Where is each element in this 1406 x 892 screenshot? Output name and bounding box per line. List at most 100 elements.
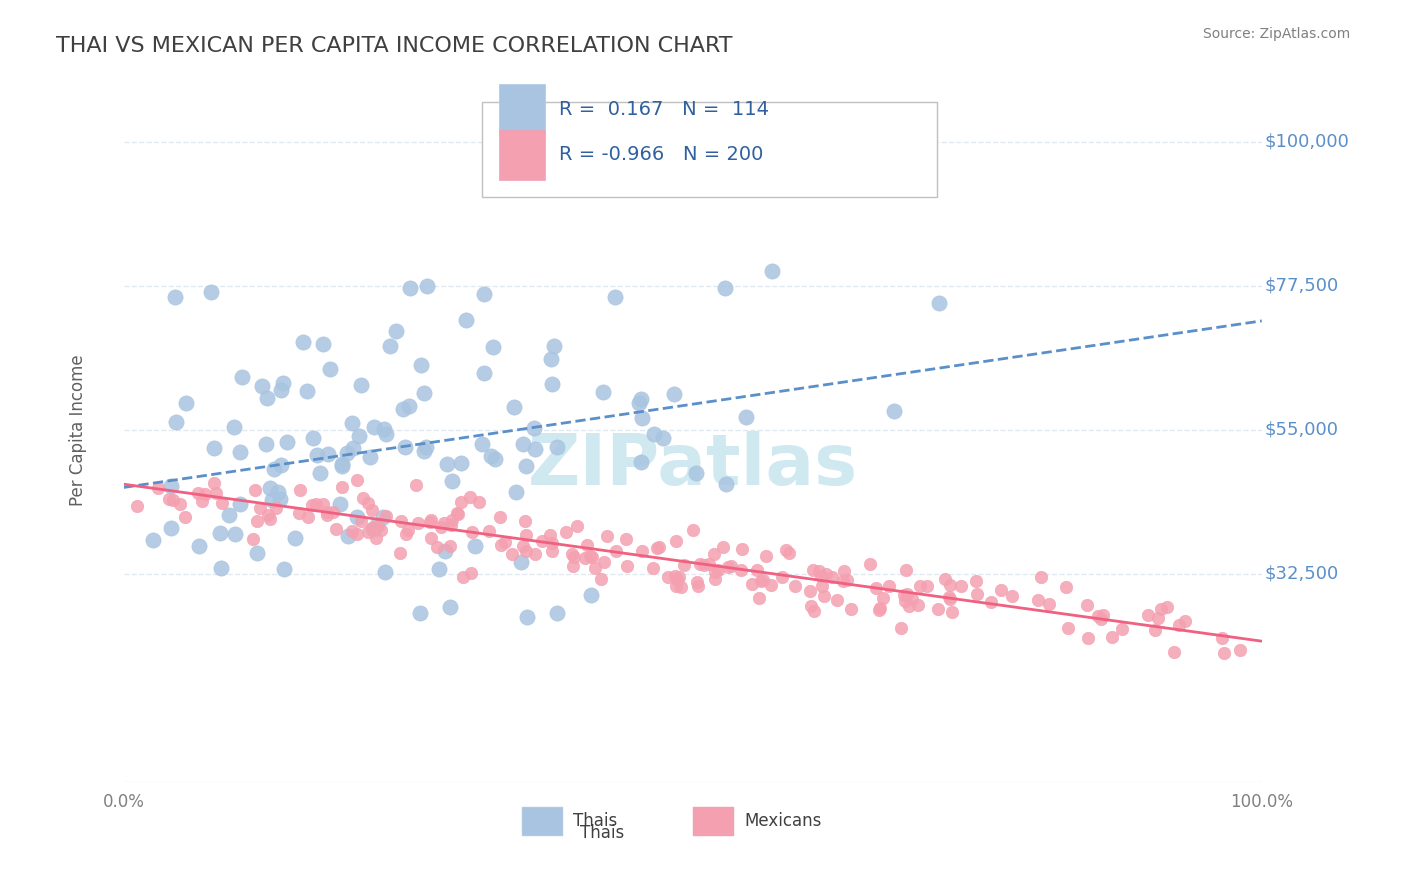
Mexicans: [395, 527, 418, 541]
Mexicans: [669, 580, 692, 594]
Mexicans: [1163, 645, 1185, 659]
Mexicans: [614, 533, 637, 547]
Thais: [413, 386, 436, 401]
Text: Mexicans: Mexicans: [744, 812, 821, 830]
Mexicans: [1229, 643, 1251, 657]
Thais: [503, 400, 526, 414]
Mexicans: [574, 551, 596, 566]
Mexicans: [859, 557, 882, 571]
Mexicans: [406, 516, 429, 531]
Mexicans: [730, 563, 752, 577]
Thais: [515, 458, 537, 473]
Mexicans: [301, 498, 323, 512]
Mexicans: [451, 570, 474, 584]
Thais: [408, 606, 430, 620]
Thais: [714, 281, 737, 295]
Mexicans: [938, 591, 960, 605]
Mexicans: [353, 491, 375, 505]
Mexicans: [194, 487, 217, 501]
Thais: [524, 442, 547, 456]
Mexicans: [898, 599, 921, 614]
Mexicans: [641, 561, 664, 575]
Mexicans: [461, 525, 484, 540]
Mexicans: [419, 515, 441, 529]
Mexicans: [585, 561, 607, 575]
Mexicans: [664, 569, 686, 583]
Thais: [373, 422, 395, 436]
Mexicans: [605, 544, 627, 558]
Mexicans: [460, 566, 482, 580]
Mexicans: [941, 605, 963, 619]
Mexicans: [562, 549, 585, 564]
Text: R =  0.167   N =  114: R = 0.167 N = 114: [558, 100, 769, 119]
Thais: [254, 437, 277, 451]
Mexicans: [288, 506, 311, 520]
Mexicans: [703, 548, 725, 562]
Mexicans: [169, 497, 191, 511]
Mexicans: [541, 543, 564, 558]
Mexicans: [1090, 613, 1112, 627]
Thais: [342, 441, 364, 455]
Mexicans: [1026, 593, 1049, 607]
Mexicans: [682, 523, 704, 537]
Mexicans: [565, 518, 588, 533]
Thais: [415, 441, 437, 455]
Mexicans: [562, 558, 585, 573]
Mexicans: [835, 573, 858, 587]
FancyBboxPatch shape: [499, 85, 546, 134]
Mexicans: [246, 514, 269, 528]
Mexicans: [581, 549, 603, 564]
Mexicans: [939, 578, 962, 592]
Thais: [374, 565, 396, 579]
Thais: [413, 444, 436, 458]
Thais: [200, 285, 222, 300]
Thais: [165, 290, 187, 304]
Mexicans: [1057, 622, 1080, 636]
Thais: [398, 399, 420, 413]
Thais: [292, 334, 315, 349]
Mexicans: [330, 480, 353, 494]
Mexicans: [162, 493, 184, 508]
Thais: [540, 352, 562, 367]
Text: Source: ZipAtlas.com: Source: ZipAtlas.com: [1202, 27, 1350, 41]
Mexicans: [869, 600, 891, 615]
Mexicans: [689, 557, 711, 571]
Text: $55,000: $55,000: [1264, 421, 1339, 439]
Thais: [928, 295, 950, 310]
Thais: [305, 448, 328, 462]
Mexicans: [204, 486, 226, 500]
Mexicans: [631, 544, 654, 558]
Mexicans: [1076, 598, 1098, 612]
Mexicans: [1136, 607, 1159, 622]
Thais: [883, 404, 905, 418]
Mexicans: [901, 591, 924, 606]
Thais: [714, 476, 737, 491]
Mexicans: [801, 563, 824, 577]
Thais: [270, 383, 292, 397]
Thais: [391, 402, 413, 417]
Thais: [361, 523, 384, 537]
Thais: [436, 457, 458, 471]
Mexicans: [896, 586, 918, 600]
Thais: [592, 384, 614, 399]
Mexicans: [1101, 630, 1123, 644]
Mexicans: [894, 594, 917, 608]
Mexicans: [749, 574, 772, 588]
Text: $32,500: $32,500: [1264, 565, 1339, 582]
Mexicans: [910, 579, 932, 593]
Mexicans: [803, 604, 825, 618]
Mexicans: [907, 598, 929, 612]
Mexicans: [512, 539, 534, 553]
Mexicans: [243, 483, 266, 497]
Thais: [482, 340, 505, 354]
Mexicans: [501, 547, 523, 561]
Mexicans: [665, 579, 688, 593]
Thais: [359, 450, 381, 464]
Text: $100,000: $100,000: [1264, 133, 1348, 151]
Thais: [295, 384, 318, 398]
Mexicans: [202, 475, 225, 490]
Thais: [231, 370, 253, 384]
Mexicans: [515, 528, 537, 542]
Mexicans: [1111, 622, 1133, 636]
Thais: [246, 545, 269, 559]
